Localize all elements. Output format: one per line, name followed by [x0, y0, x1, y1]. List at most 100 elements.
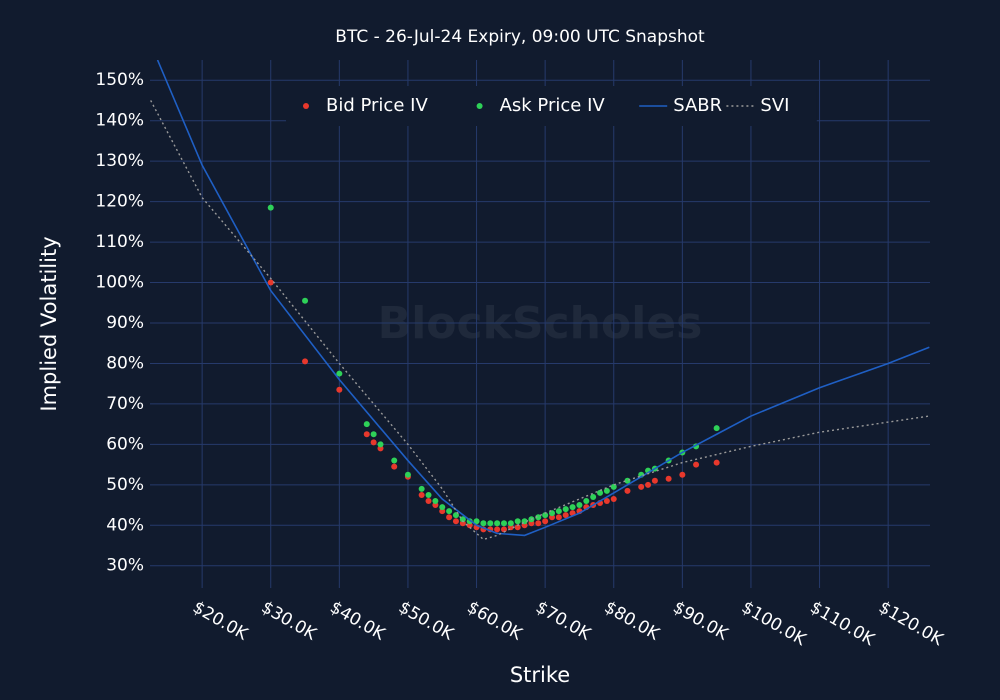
point [638, 483, 645, 490]
legend-label: Bid Price IV [326, 95, 428, 116]
x-tick-label: $70.0K [532, 597, 595, 645]
y-tick-label: 50% [106, 475, 144, 495]
point [597, 489, 604, 496]
y-tick-label: 30% [106, 556, 144, 576]
point [535, 520, 542, 527]
point [473, 518, 480, 525]
point [500, 520, 507, 527]
point [432, 498, 439, 505]
point [446, 514, 453, 521]
watermark: BlockScholes [378, 298, 703, 349]
point [645, 481, 652, 488]
y-tick-label: 130% [95, 151, 144, 171]
point [370, 439, 377, 446]
point [459, 516, 466, 523]
y-tick-label: 40% [106, 515, 144, 535]
point [404, 471, 411, 478]
point [590, 493, 597, 500]
y-tick-label: 140% [95, 111, 144, 131]
y-tick-label: 60% [106, 434, 144, 454]
y-tick-label: 150% [95, 70, 144, 90]
point [542, 512, 549, 519]
point [452, 518, 459, 525]
point [679, 471, 686, 478]
plot-area [150, 60, 930, 541]
point [487, 520, 494, 527]
point [267, 204, 274, 211]
point [480, 520, 487, 527]
point [363, 431, 370, 438]
legend-label: Ask Price IV [500, 95, 606, 116]
point [713, 425, 720, 432]
point [439, 504, 446, 511]
point [336, 386, 343, 393]
x-tick-label: $90.0K [669, 597, 732, 645]
point [610, 483, 617, 490]
legend-marker [476, 103, 483, 109]
grid [150, 60, 930, 588]
y-tick-label: 90% [106, 313, 144, 333]
legend-label: SABR [673, 95, 722, 116]
chart-title: BTC - 26-Jul-24 Expiry, 09:00 UTC Snapsh… [335, 27, 705, 47]
point [267, 279, 274, 286]
x-tick-label: $50.0K [395, 597, 458, 645]
point [418, 485, 425, 492]
point [446, 508, 453, 515]
point [302, 358, 309, 365]
point [542, 518, 549, 525]
point [562, 506, 569, 513]
point [555, 508, 562, 515]
point [377, 441, 384, 448]
point [713, 459, 720, 466]
x-tick-label: $120.0K [875, 597, 947, 650]
point [514, 518, 521, 525]
point [562, 512, 569, 519]
legend-marker [303, 103, 309, 109]
point [363, 421, 370, 428]
y-axis-title: Implied Volatility [37, 236, 61, 411]
point [507, 520, 514, 527]
x-tick-label: $100.0K [738, 597, 810, 650]
y-tick-label: 80% [106, 353, 144, 373]
x-tick-label: $30.0K [258, 597, 321, 645]
y-tick-label: 100% [95, 273, 144, 293]
point [576, 502, 583, 509]
x-tick-label: $80.0K [601, 597, 664, 645]
legend: Bid Price IV Ask Price IV SABR SVI [286, 86, 817, 126]
point [603, 487, 610, 494]
point [500, 526, 507, 533]
curve [156, 60, 930, 537]
curve [150, 100, 930, 541]
x-axis-title: Strike [510, 663, 570, 687]
point [494, 526, 501, 533]
point [610, 495, 617, 502]
point [665, 475, 672, 482]
point [569, 504, 576, 511]
point [370, 431, 377, 438]
point [583, 498, 590, 505]
point [624, 487, 631, 494]
point [336, 370, 343, 377]
point [555, 514, 562, 521]
legend-label: SVI [760, 95, 789, 116]
point [514, 524, 521, 531]
point [693, 461, 700, 468]
point [418, 491, 425, 498]
point [651, 477, 658, 484]
point [603, 498, 610, 505]
point [391, 463, 398, 470]
x-tick-label: $40.0K [326, 597, 389, 645]
y-tick-label: 120% [95, 192, 144, 212]
point [535, 514, 542, 521]
point [494, 520, 501, 527]
point [425, 498, 432, 505]
y-tick-label: 70% [106, 394, 144, 414]
point [391, 457, 398, 464]
x-tick-label: $20.0K [189, 597, 252, 645]
point [425, 491, 432, 498]
x-tick-label: $110.0K [807, 597, 879, 650]
point [302, 297, 309, 304]
y-tick-label: 110% [95, 232, 144, 252]
x-tick-label: $60.0K [464, 597, 527, 645]
